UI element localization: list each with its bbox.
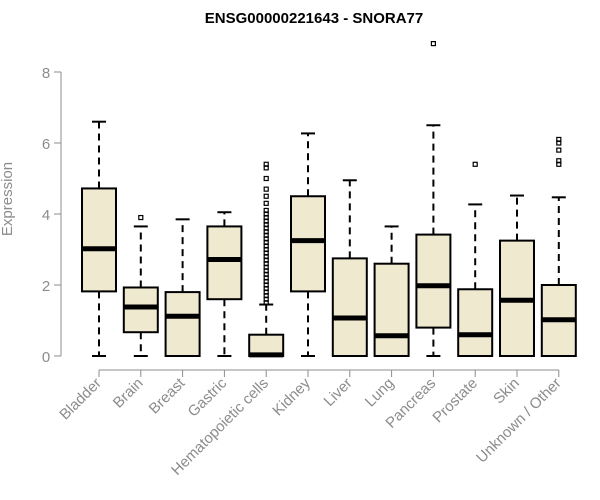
box-group xyxy=(248,161,285,358)
box-group xyxy=(373,225,410,358)
x-tick-label: Skin xyxy=(490,375,523,408)
box xyxy=(290,195,326,293)
outlier-point xyxy=(263,161,269,167)
x-tick-label: Liver xyxy=(321,375,356,410)
y-tick-label: 4 xyxy=(42,207,50,224)
y-tick-label: 0 xyxy=(42,349,50,366)
y-tick-label: 6 xyxy=(42,136,50,153)
box xyxy=(373,262,410,358)
box-group xyxy=(164,218,201,358)
box xyxy=(457,288,494,358)
box xyxy=(81,187,117,293)
box-group xyxy=(540,136,577,357)
outlier-point xyxy=(430,40,436,47)
box xyxy=(415,233,452,329)
box-group xyxy=(206,211,243,357)
x-tick-label: Brain xyxy=(110,375,147,412)
outlier-point xyxy=(138,214,144,221)
box-group xyxy=(331,179,368,357)
x-tick-label: Breast xyxy=(146,374,189,417)
outlier-point xyxy=(556,147,562,153)
plot-area xyxy=(81,40,577,358)
box-group xyxy=(415,40,452,357)
x-tick-label: Lung xyxy=(362,375,398,411)
outlier-point xyxy=(263,175,269,182)
outlier-point xyxy=(263,200,269,206)
y-axis-label: Expression xyxy=(0,162,16,236)
box xyxy=(206,225,243,301)
outlier-point xyxy=(556,136,562,143)
box-group xyxy=(81,120,117,357)
x-tick-label: Prostate xyxy=(429,375,481,427)
chart-title: ENSG00000221643 - SNORA77 xyxy=(205,10,423,27)
outlier-point xyxy=(263,207,269,214)
y-axis: 0 2 4 6 8 xyxy=(42,65,62,366)
y-tick-label: 8 xyxy=(42,65,50,82)
outlier-point xyxy=(472,161,478,167)
box xyxy=(331,257,368,357)
x-tick-label: Bladder xyxy=(56,375,105,424)
x-tick-label: Kidney xyxy=(269,374,314,419)
outlier-point xyxy=(556,158,562,164)
box xyxy=(122,286,159,334)
box-group xyxy=(457,161,494,358)
box-group xyxy=(122,214,159,357)
outlier-point xyxy=(263,186,269,192)
outlier-point xyxy=(263,193,269,199)
y-tick-label: 2 xyxy=(42,278,50,295)
box xyxy=(164,291,201,358)
box-group xyxy=(499,194,535,357)
box-group xyxy=(290,132,326,357)
